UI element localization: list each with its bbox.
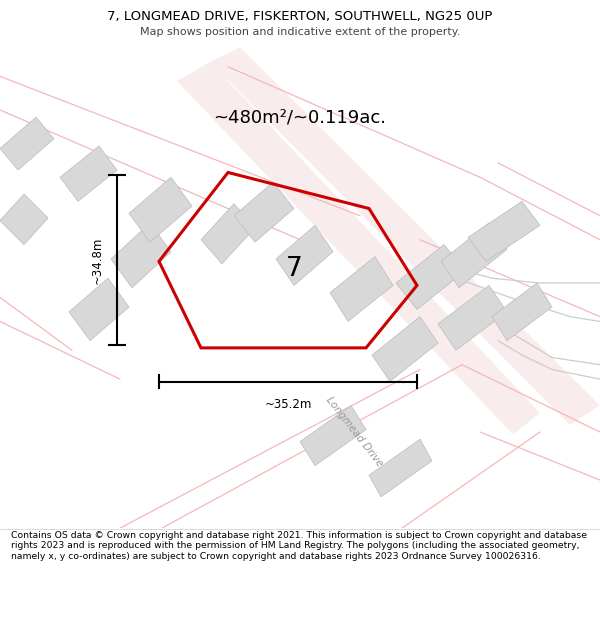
- Text: 7: 7: [286, 256, 302, 282]
- Text: Longmead Drive: Longmead Drive: [323, 395, 385, 469]
- Text: 7, LONGMEAD DRIVE, FISKERTON, SOUTHWELL, NG25 0UP: 7, LONGMEAD DRIVE, FISKERTON, SOUTHWELL,…: [107, 11, 493, 24]
- Text: ~480m²/~0.119ac.: ~480m²/~0.119ac.: [213, 108, 386, 126]
- Polygon shape: [129, 177, 192, 242]
- Polygon shape: [369, 439, 432, 497]
- Polygon shape: [0, 194, 48, 244]
- Text: ~34.8m: ~34.8m: [91, 236, 104, 284]
- Polygon shape: [438, 286, 507, 350]
- Polygon shape: [300, 406, 366, 466]
- Polygon shape: [234, 182, 294, 242]
- Polygon shape: [276, 226, 333, 286]
- Polygon shape: [69, 278, 129, 341]
- Polygon shape: [201, 204, 255, 264]
- Polygon shape: [177, 62, 540, 434]
- Polygon shape: [441, 223, 507, 288]
- Polygon shape: [396, 244, 465, 309]
- Text: Map shows position and indicative extent of the property.: Map shows position and indicative extent…: [140, 27, 460, 37]
- Polygon shape: [330, 257, 393, 321]
- Polygon shape: [60, 146, 117, 201]
- Polygon shape: [210, 48, 600, 425]
- Polygon shape: [468, 201, 540, 261]
- Polygon shape: [111, 223, 171, 288]
- Text: Contains OS data © Crown copyright and database right 2021. This information is : Contains OS data © Crown copyright and d…: [11, 531, 587, 561]
- Polygon shape: [492, 283, 552, 341]
- Polygon shape: [372, 317, 438, 381]
- Polygon shape: [0, 118, 54, 170]
- Text: ~35.2m: ~35.2m: [265, 398, 311, 411]
